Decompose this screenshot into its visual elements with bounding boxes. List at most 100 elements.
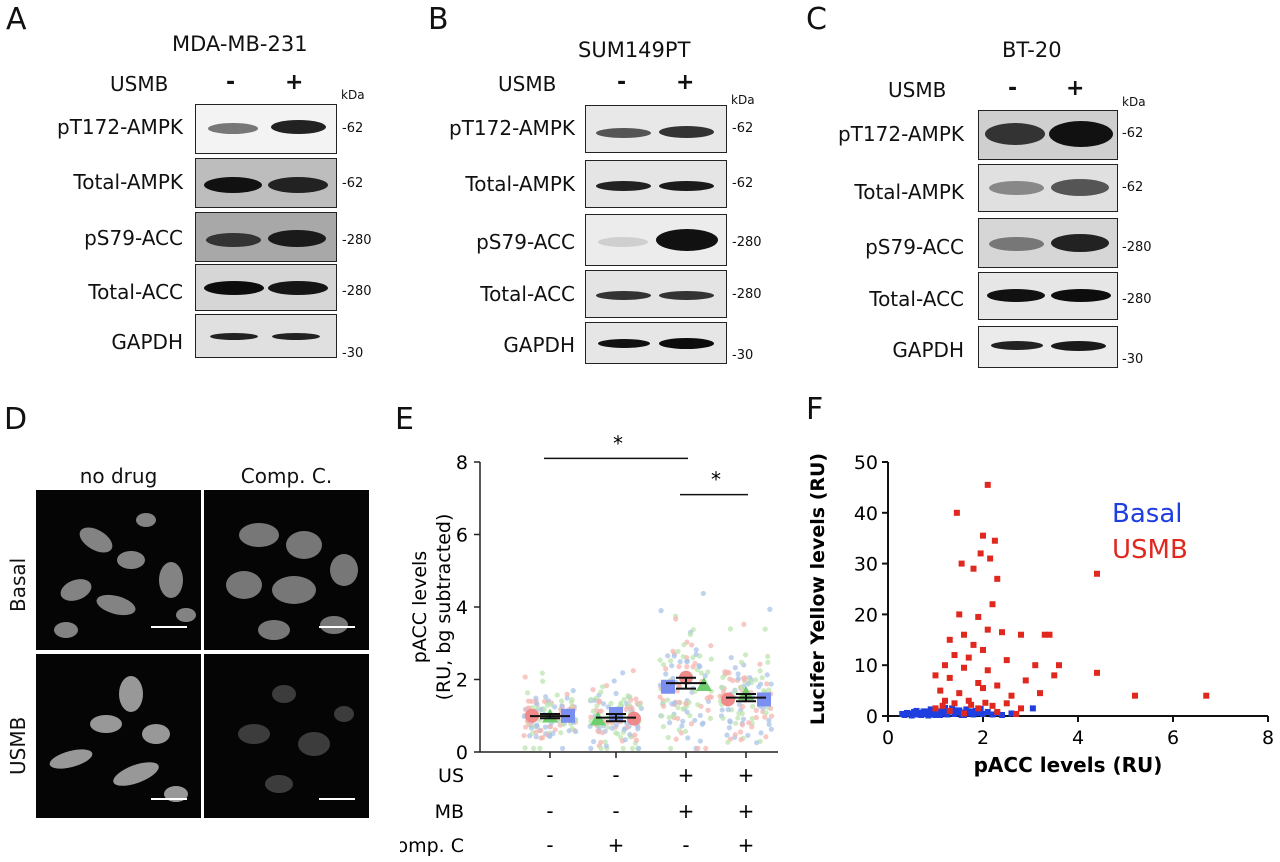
data-point <box>764 672 770 678</box>
data-point-usmb <box>946 636 953 643</box>
data-point <box>598 708 604 714</box>
data-point <box>620 745 626 751</box>
data-point-basal <box>904 709 910 716</box>
data-point-usmb <box>1203 692 1210 699</box>
data-point <box>533 734 539 740</box>
data-point <box>522 745 528 751</box>
x-tick-label: 2 <box>977 727 989 749</box>
y-axis-label: (RU, bg subtracted) <box>433 514 455 701</box>
row-label: pS79-ACC <box>84 226 183 250</box>
significance-star: * <box>711 468 721 492</box>
y-tick-label: 0 <box>456 742 468 764</box>
condition-sign: - <box>546 763 553 787</box>
data-point <box>544 702 550 708</box>
y-tick-label: 6 <box>456 525 468 547</box>
condition-sign: + <box>738 799 755 823</box>
data-point-basal <box>899 710 906 717</box>
row-label: Total-AMPK <box>465 172 575 196</box>
data-point-usmb <box>977 550 984 557</box>
data-point-basal <box>918 711 925 718</box>
data-point-usmb <box>965 697 972 704</box>
blot-image <box>195 314 337 358</box>
cell-line-title: MDA-MB-231 <box>172 32 308 56</box>
data-point <box>669 701 675 707</box>
mw-marker: -280 <box>342 284 372 299</box>
data-point <box>707 715 714 721</box>
mw-marker: -30 <box>342 346 364 361</box>
data-point-basal <box>913 707 920 714</box>
data-point <box>698 670 704 676</box>
data-point <box>673 616 679 622</box>
mw-marker: -62 <box>342 121 364 136</box>
y-tick-label: 8 <box>456 452 468 474</box>
row-label: GAPDH <box>503 333 575 357</box>
replicate-mean-marker <box>757 692 771 707</box>
data-point <box>749 724 755 730</box>
pacc-levels-chart: 0 2 4 6 8 pACC levels (RU, bg subtracted) * * US -… <box>400 431 778 857</box>
data-point-usmb <box>989 702 996 709</box>
data-point-usmb <box>975 613 982 620</box>
data-point-usmb <box>1094 570 1100 577</box>
data-point-usmb <box>965 654 972 661</box>
scale-bar <box>151 798 187 800</box>
data-point <box>735 671 741 677</box>
data-point-usmb <box>942 697 948 704</box>
data-point-usmb <box>937 687 944 694</box>
y-tick-label: 4 <box>456 597 468 619</box>
treatment-label: USMB <box>110 72 169 96</box>
condition-row-label: Comp. C <box>400 835 464 857</box>
micrograph-usmb-no-drug <box>36 654 201 818</box>
micrograph-basal-comp-c <box>204 490 369 650</box>
data-point <box>590 687 596 693</box>
data-point <box>613 730 619 736</box>
data-point-usmb <box>975 679 982 686</box>
data-point <box>685 735 691 741</box>
y-tick-label: 10 <box>854 655 878 677</box>
data-point <box>573 728 579 735</box>
data-point <box>762 626 768 632</box>
data-point <box>534 723 540 730</box>
data-point <box>675 715 681 722</box>
data-point-usmb <box>991 537 998 544</box>
mw-marker: -280 <box>1122 292 1152 307</box>
data-point <box>633 696 639 702</box>
data-point-basal <box>970 708 977 715</box>
data-point <box>622 737 628 743</box>
data-point-basal <box>937 711 944 718</box>
data-point <box>692 688 698 695</box>
row-label: GAPDH <box>111 330 183 354</box>
data-point-usmb <box>1022 677 1029 684</box>
data-point <box>598 739 604 745</box>
data-point-usmb <box>982 699 989 706</box>
significance-star: * <box>613 431 623 455</box>
y-tick-label: 0 <box>866 706 878 728</box>
data-point <box>637 702 643 708</box>
data-point <box>552 704 558 710</box>
data-point-basal <box>999 711 1005 718</box>
data-point <box>525 698 532 704</box>
panel-letter-c: C <box>806 2 827 37</box>
data-point <box>533 729 540 735</box>
mw-marker: -62 <box>732 176 754 191</box>
data-point <box>675 705 681 711</box>
data-point <box>740 716 747 722</box>
data-point <box>534 701 540 707</box>
data-point-usmb <box>1037 690 1043 697</box>
data-point <box>697 712 703 719</box>
scale-bar <box>151 626 187 628</box>
data-point <box>665 653 671 659</box>
y-axis-label: pACC levels <box>409 551 431 663</box>
data-point-basal <box>937 708 944 715</box>
data-point <box>763 710 769 716</box>
column-label: no drug <box>79 464 158 488</box>
cell-line-title: BT-20 <box>1002 38 1062 62</box>
mw-marker: -30 <box>1122 352 1144 367</box>
micrograph-usmb-comp-c <box>204 654 369 818</box>
blot-image <box>195 212 337 262</box>
data-point <box>692 660 698 666</box>
data-point <box>568 699 575 705</box>
replicate-mean-marker <box>661 679 675 694</box>
data-point-usmb <box>961 710 967 717</box>
condition-sign: - <box>546 799 553 823</box>
cell-line-title: SUM149PT <box>578 38 691 62</box>
